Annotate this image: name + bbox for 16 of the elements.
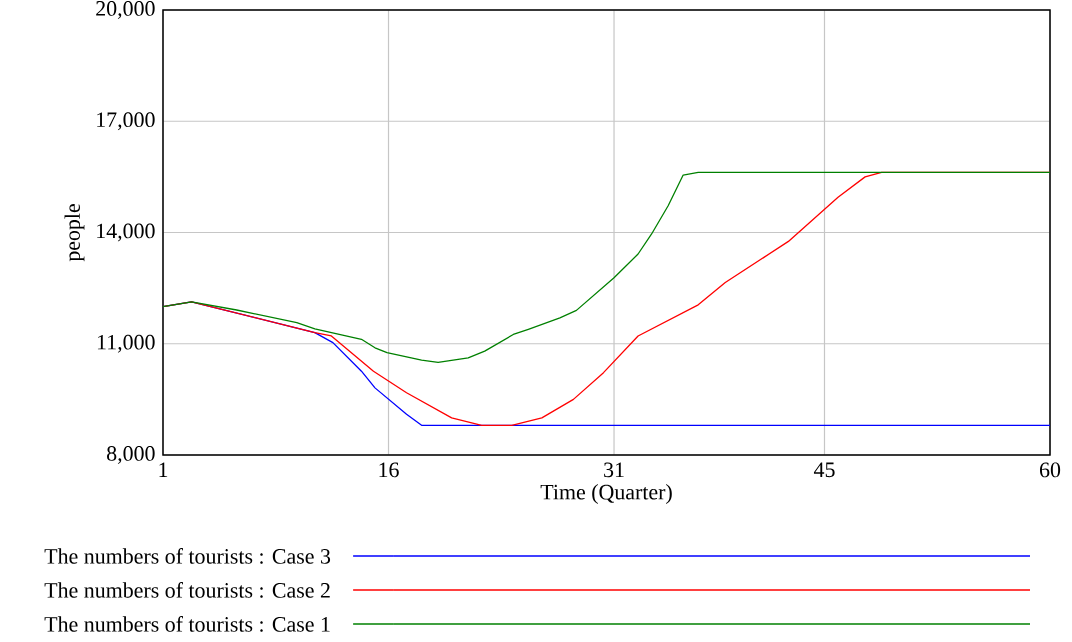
- legend-label: The numbers of tourists : Case 1: [44, 616, 330, 632]
- x-tick-label: 45: [813, 462, 835, 478]
- x-tick-label: 31: [604, 462, 624, 478]
- x-axis-title: Time (Quarter): [540, 484, 672, 504]
- y-axis-title: people: [64, 204, 85, 262]
- y-tick-label: 14,000: [97, 223, 155, 242]
- line-series: [162, 171, 1051, 363]
- x-tick-label: 60: [1039, 462, 1061, 478]
- y-tick-label: 17,000: [97, 112, 155, 131]
- y-tick-label: 20,000: [96, 1, 155, 19]
- y-tick-label: 8,000: [107, 446, 155, 464]
- legend-label: The numbers of tourists : Case 2: [44, 582, 330, 598]
- legend-label: The numbers of tourists : Case 3: [44, 548, 331, 564]
- y-tick-label: 11,000: [97, 334, 155, 353]
- x-tick-label: 16: [379, 462, 399, 478]
- x-tick-label: 1: [159, 462, 168, 477]
